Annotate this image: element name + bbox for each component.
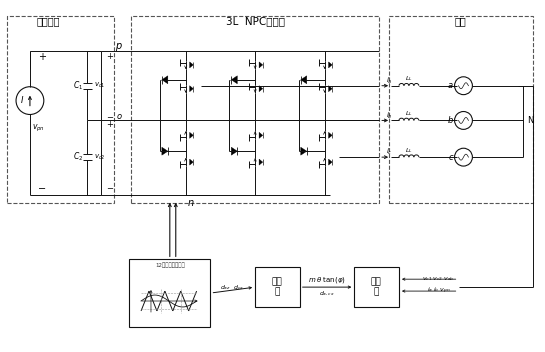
Polygon shape	[259, 86, 263, 92]
Bar	[389, 16, 533, 203]
Polygon shape	[301, 76, 307, 84]
Text: $i_b$: $i_b$	[386, 111, 392, 121]
Polygon shape	[259, 62, 263, 68]
Text: $v_{c1}\;v_{c2}\;v_{ab}$: $v_{c1}\;v_{c2}\;v_{ab}$	[422, 275, 455, 283]
Text: N: N	[527, 116, 533, 125]
Text: +: +	[106, 120, 113, 129]
Polygon shape	[162, 147, 168, 155]
Polygon shape	[329, 86, 332, 92]
Text: $i_c$: $i_c$	[386, 147, 392, 157]
Text: $i_a\;i_b\;v_{pn}$: $i_a\;i_b\;v_{pn}$	[427, 286, 451, 296]
Text: 负载: 负载	[455, 16, 467, 26]
Text: $C_1$: $C_1$	[74, 80, 83, 92]
Text: −: −	[106, 184, 113, 193]
Bar	[129, 259, 210, 327]
Polygon shape	[190, 86, 193, 92]
Text: $L_L$: $L_L$	[405, 109, 413, 118]
Polygon shape	[329, 132, 332, 138]
Polygon shape	[190, 159, 193, 165]
Polygon shape	[329, 62, 332, 68]
Text: $v_{pn}$: $v_{pn}$	[32, 123, 45, 134]
Text: −: −	[38, 184, 46, 194]
Text: $v_{c2}$: $v_{c2}$	[94, 152, 105, 162]
Text: I: I	[21, 96, 23, 105]
Bar	[354, 267, 399, 307]
Polygon shape	[259, 159, 263, 165]
Bar	[7, 16, 114, 203]
Text: $C_2$: $C_2$	[74, 151, 83, 163]
Text: 直流电源: 直流电源	[37, 16, 60, 26]
Text: $L_L$: $L_L$	[405, 146, 413, 155]
Text: b: b	[448, 116, 453, 125]
Text: 调制
器: 调制 器	[271, 277, 282, 297]
Polygon shape	[190, 62, 193, 68]
Polygon shape	[162, 76, 168, 84]
Polygon shape	[231, 76, 237, 84]
Text: 3L  NPC逆变器: 3L NPC逆变器	[226, 16, 284, 26]
Text: $v_{c1}$: $v_{c1}$	[94, 81, 105, 90]
Bar	[131, 16, 379, 203]
Text: $L_L$: $L_L$	[405, 74, 413, 83]
Text: 控制
器: 控制 器	[371, 277, 382, 297]
Polygon shape	[329, 159, 332, 165]
Text: c: c	[449, 153, 453, 162]
Polygon shape	[301, 147, 307, 155]
Text: $m\;\theta\;\tan(\varphi)$: $m\;\theta\;\tan(\varphi)$	[307, 275, 346, 285]
Polygon shape	[190, 132, 193, 138]
Text: $n$: $n$	[187, 198, 195, 208]
Text: $i_a$: $i_a$	[386, 76, 392, 86]
Text: 12路开关控制信号: 12路开关控制信号	[155, 263, 185, 268]
Text: $o$: $o$	[116, 112, 123, 121]
Text: +: +	[106, 52, 113, 62]
Text: +: +	[38, 52, 46, 62]
Polygon shape	[259, 132, 263, 138]
Polygon shape	[231, 147, 237, 155]
Text: a: a	[448, 81, 453, 90]
Text: $d_{az}$  $d_{cx}$: $d_{az}$ $d_{cx}$	[220, 283, 244, 291]
Bar	[255, 267, 300, 307]
Text: $p$: $p$	[116, 41, 123, 53]
Text: $d_{a,cx}$: $d_{a,cx}$	[319, 290, 335, 298]
Text: −: −	[106, 113, 113, 122]
